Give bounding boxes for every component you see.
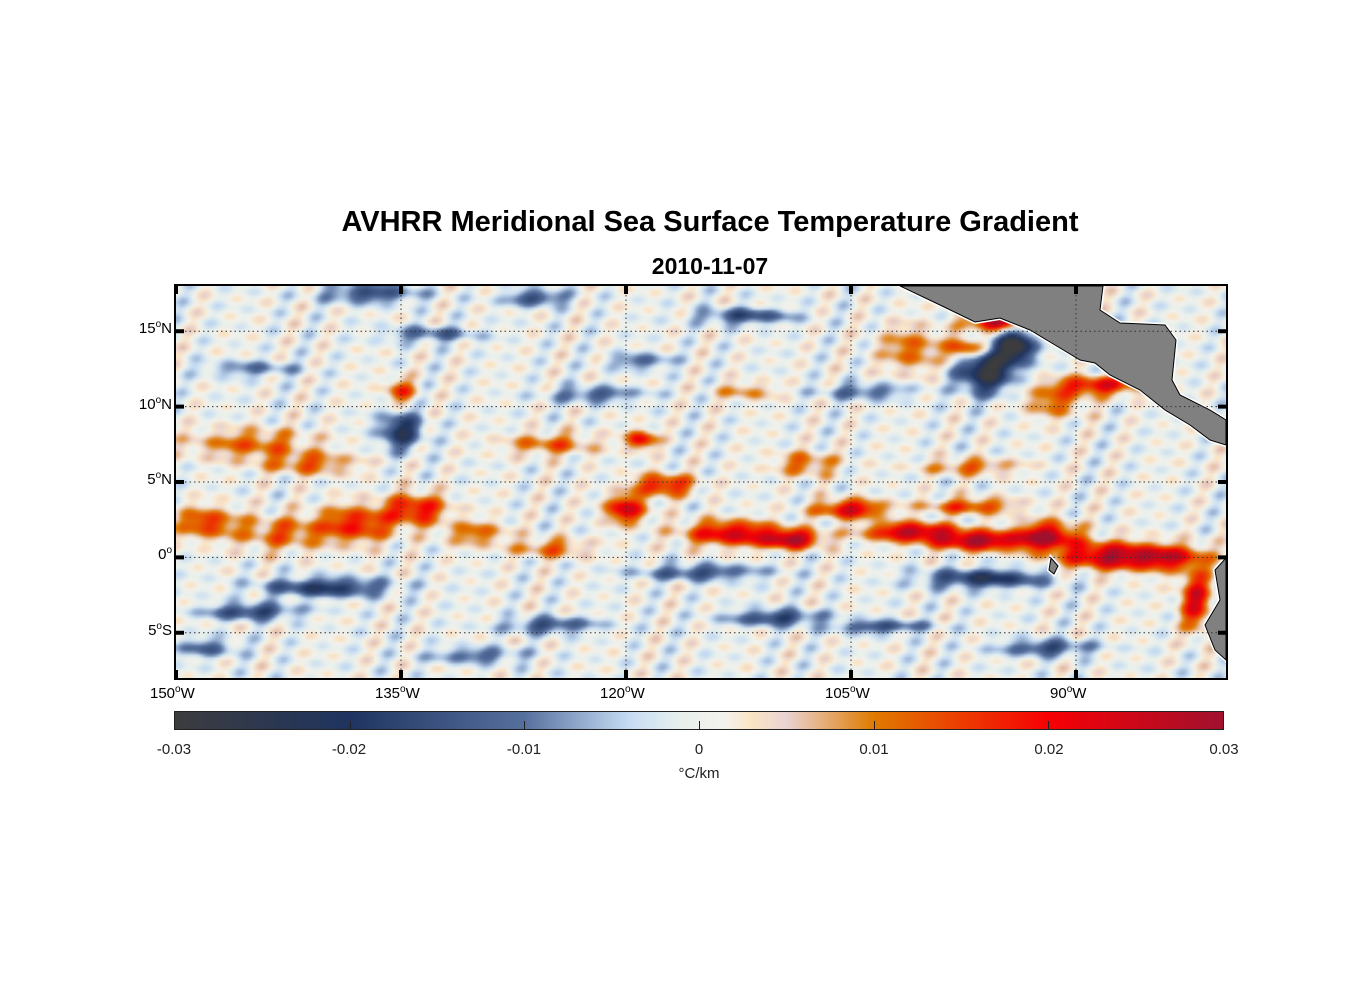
x-tick-label: 90oW [1050,684,1087,702]
colorbar-tick-label: 0.01 [859,741,889,758]
x-tick-label: 105oW [825,684,870,702]
colorbar-tick-label: 0.03 [1209,741,1239,758]
sst-gradient-map [176,286,1226,678]
central-america-land [899,286,1226,446]
x-tick-label: 135oW [375,684,420,702]
colorbar-tick-label: -0.03 [156,741,192,758]
x-tick-label: 120oW [600,684,645,702]
colorbar-tick [524,721,526,729]
chart-subtitle: 2010-11-07 [651,253,769,279]
y-tick-label: 0o [158,545,172,564]
colorbar-tick [699,721,700,729]
chart-title: AVHRR Meridional Sea Surface Temperature… [341,206,1079,238]
colorbar-tick-label: -0.02 [331,741,367,758]
south-america-land [1204,557,1226,661]
colorbar-unit-label: °C/km [678,765,720,782]
x-tick-label: 150oW [150,684,195,702]
colorbar [174,711,1224,730]
y-tick-label: 10oN [138,394,172,413]
y-tick-label: 5oS [148,620,172,639]
colorbar-tick [1048,721,1050,729]
colorbar-tick [349,721,351,729]
colorbar-tick-label: -0.01 [506,741,542,758]
y-tick-label: 5oN [147,470,172,488]
y-tick-label: 15oN [138,319,172,338]
galapagos-land [1048,556,1059,575]
colorbar-tick [873,721,875,729]
colorbar-tick-label: 0.02 [1034,741,1064,758]
map-overlay [176,286,1226,678]
colorbar-tick-label: 0 [694,741,704,758]
